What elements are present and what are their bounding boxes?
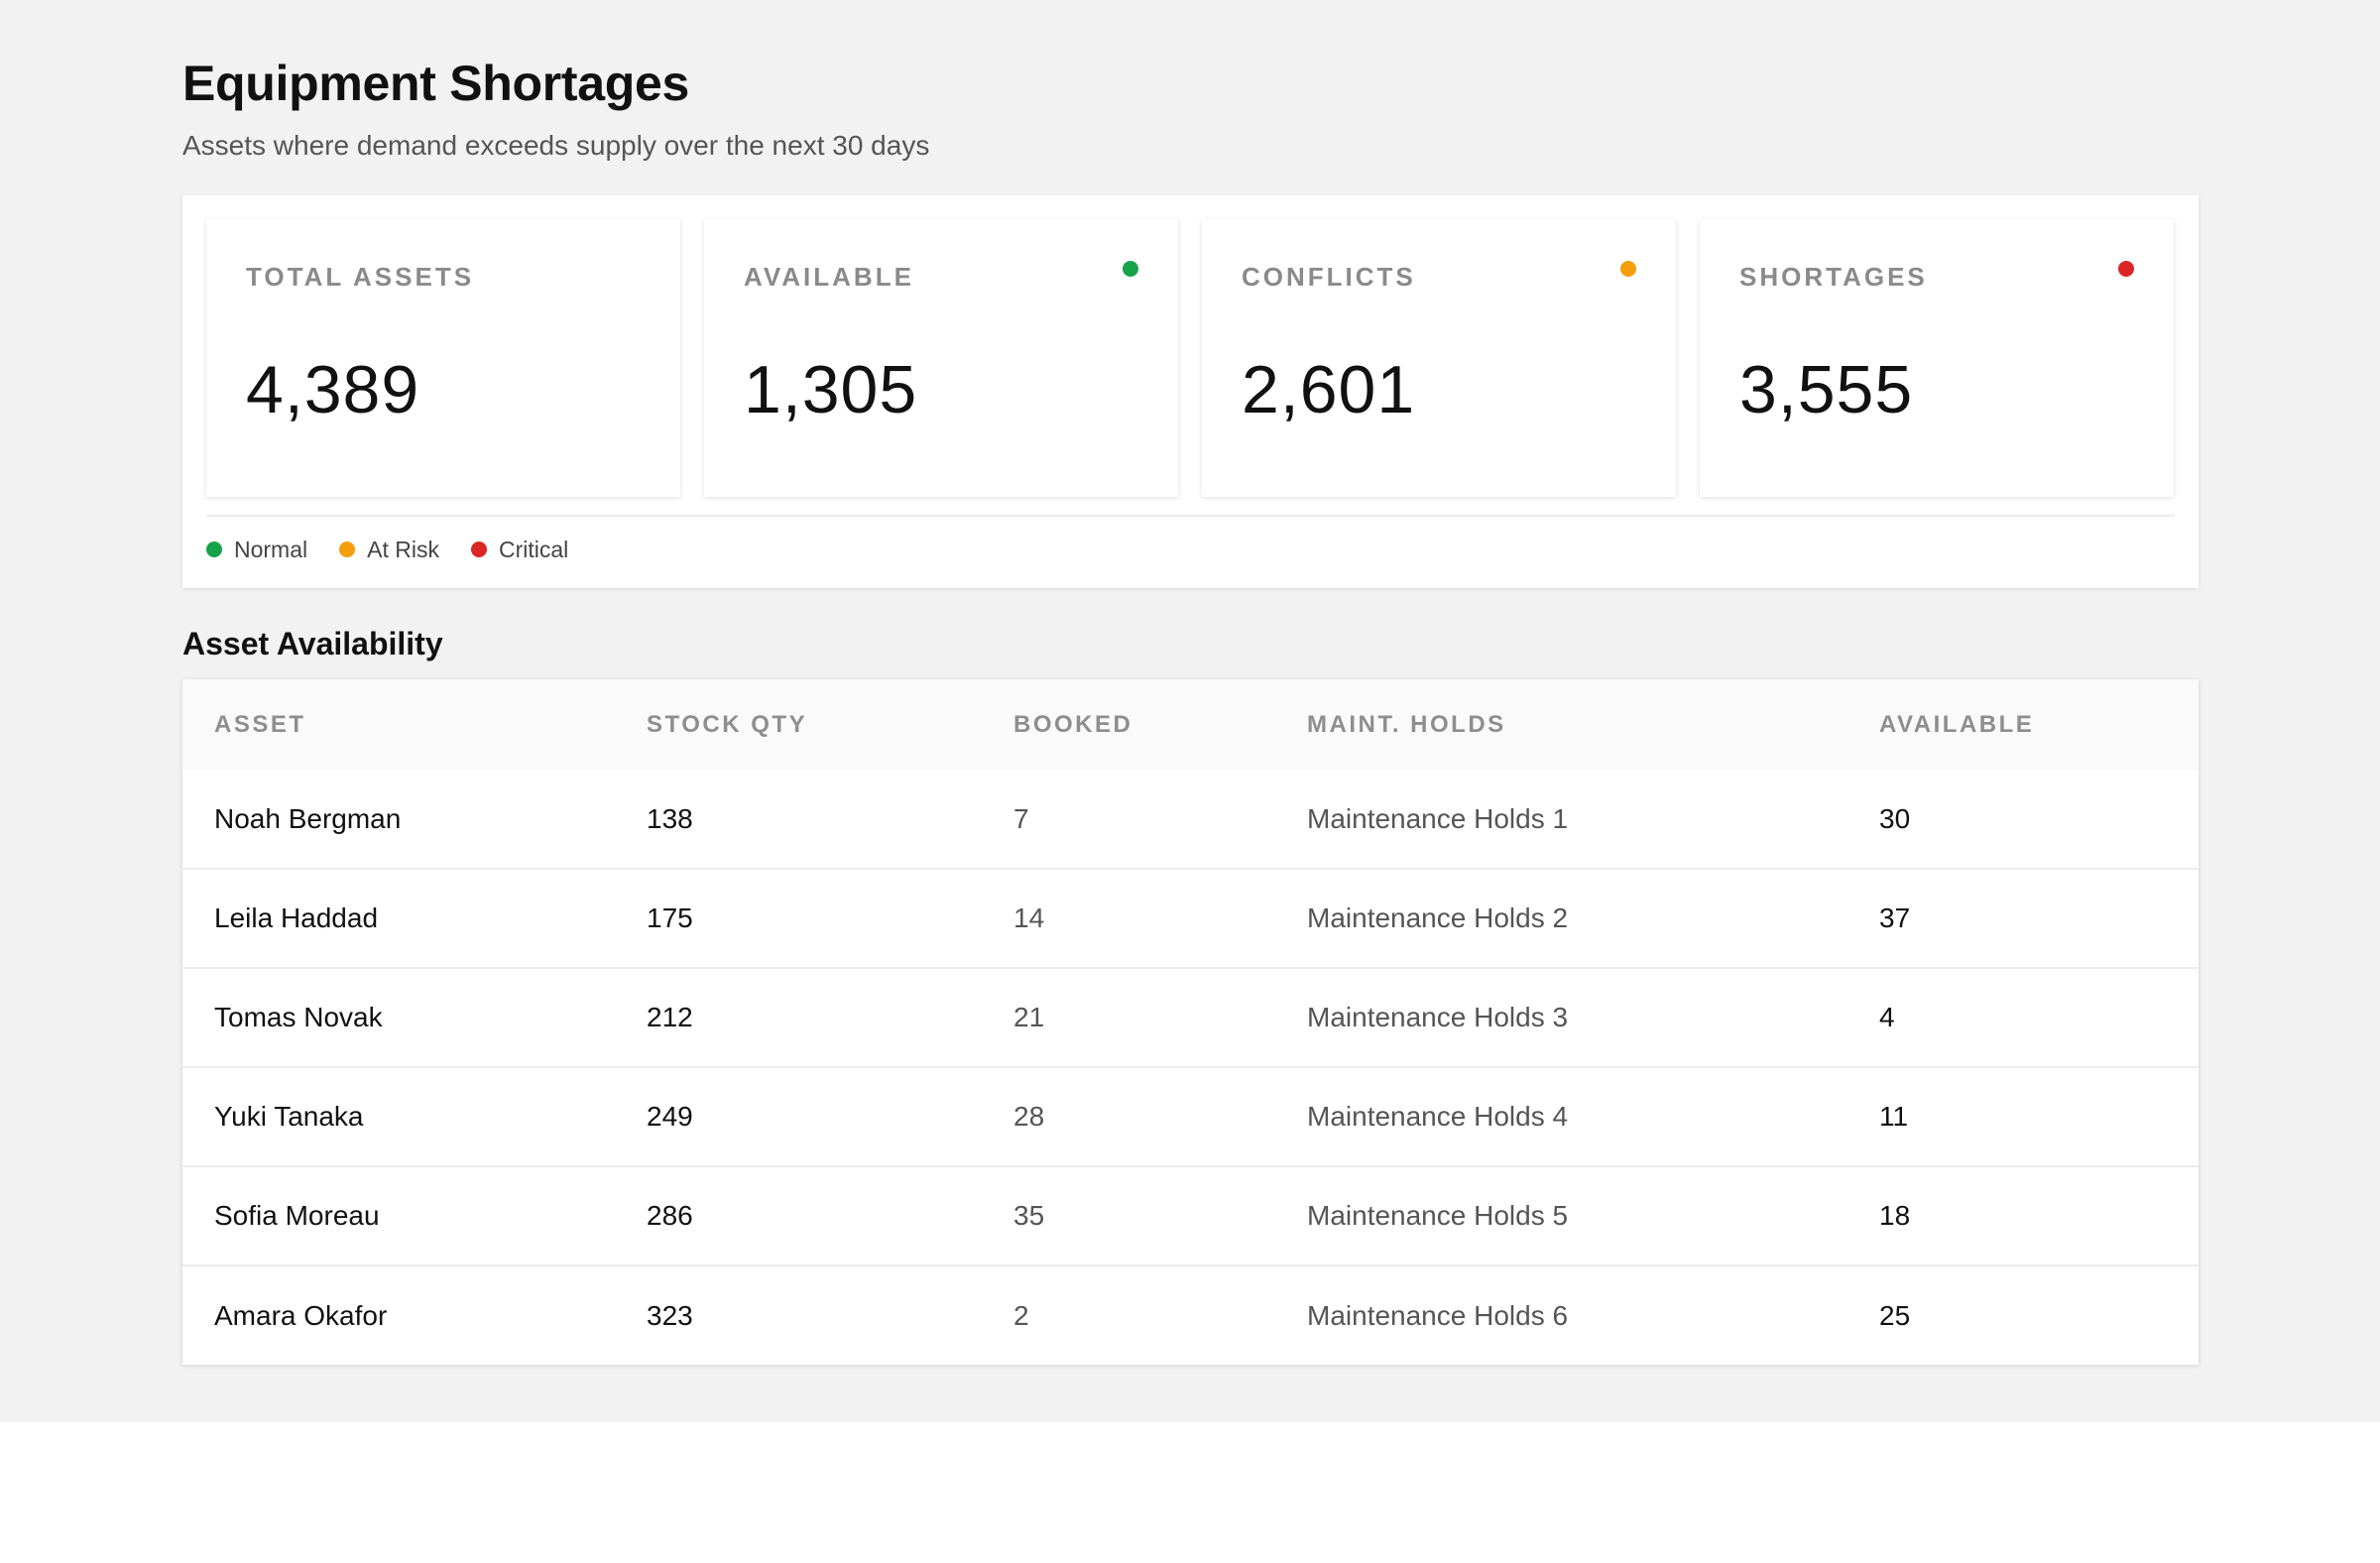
table-body: Noah Bergman 138 7 Maintenance Holds 1 30 Lei…: [182, 770, 2199, 1365]
asset-availability-table-card: ASSET STOCK QTY BOOKED MAINT. HOLDS AVAI…: [182, 679, 2199, 1365]
cell-booked: 21: [1013, 1002, 1045, 1032]
cell-available: 37: [1879, 902, 1911, 933]
kpi-label: SHORTAGES: [1739, 262, 1928, 292]
kpi-value: 2,601: [1242, 352, 1416, 427]
kpi-value: 3,555: [1739, 352, 1914, 427]
cell-booked: 2: [1013, 1299, 1029, 1331]
table-row[interactable]: Tomas Novak 212 21 Maintenance Holds 3 4: [182, 968, 2199, 1067]
cell-maint-holds: Maintenance Holds 5: [1307, 1200, 1569, 1231]
cell-maint-holds: Maintenance Holds 2: [1307, 902, 1569, 933]
status-dot-at-risk-icon: [1620, 261, 1636, 277]
cell-stock-qty: 323: [647, 1299, 693, 1331]
cell-available: 18: [1879, 1200, 1911, 1231]
cell-available: 11: [1879, 1101, 1909, 1132]
kpi-row: TOTAL ASSETS 4,389 AVAILABLE 1,305 CONFL…: [206, 219, 2175, 497]
table-row[interactable]: Leila Haddad 175 14 Maintenance Holds 2 37: [182, 869, 2199, 968]
cell-booked: 28: [1013, 1101, 1045, 1132]
legend-item-at-risk: At Risk: [339, 535, 439, 564]
legend-label: Critical: [498, 537, 569, 562]
legend-label: At Risk: [367, 537, 439, 562]
cell-maint-holds: Maintenance Holds 6: [1307, 1299, 1569, 1331]
kpi-card-available: AVAILABLE 1,305: [704, 219, 1178, 497]
table-row[interactable]: Noah Bergman 138 7 Maintenance Holds 1 30: [182, 770, 2199, 869]
cell-available: 30: [1879, 802, 1911, 834]
cell-asset: Noah Bergman: [214, 802, 402, 834]
cell-booked: 35: [1013, 1200, 1045, 1231]
status-dot-normal-icon: [1123, 261, 1138, 277]
column-header-booked[interactable]: BOOKED: [1013, 710, 1133, 738]
cell-maint-holds: Maintenance Holds 1: [1307, 802, 1569, 834]
column-header-maint-holds[interactable]: MAINT. HOLDS: [1307, 710, 1506, 738]
cell-available: 25: [1879, 1299, 1911, 1331]
kpi-card-total-assets: TOTAL ASSETS 4,389: [206, 219, 680, 497]
cell-asset: Leila Haddad: [214, 902, 379, 933]
cell-asset: Yuki Tanaka: [214, 1101, 364, 1132]
kpi-label: AVAILABLE: [744, 262, 914, 292]
cell-booked: 14: [1013, 902, 1045, 933]
section-title: Asset Availability: [182, 626, 443, 661]
cell-maint-holds: Maintenance Holds 3: [1307, 1002, 1569, 1032]
status-dot-critical-icon: [2118, 261, 2134, 277]
cell-stock-qty: 138: [647, 802, 693, 834]
table-header: ASSET STOCK QTY BOOKED MAINT. HOLDS AVAI…: [182, 679, 2199, 770]
cell-stock-qty: 175: [647, 902, 693, 933]
column-header-asset[interactable]: ASSET: [214, 710, 306, 738]
legend-dot-critical-icon: [470, 541, 487, 557]
kpi-card-conflicts: CONFLICTS 2,601: [1202, 219, 1676, 497]
table-row[interactable]: Yuki Tanaka 249 28 Maintenance Holds 4 11: [182, 1067, 2199, 1166]
table-header-row: ASSET STOCK QTY BOOKED MAINT. HOLDS AVAI…: [182, 679, 2199, 770]
cell-asset: Amara Okafor: [214, 1299, 388, 1331]
page-subtitle: Assets where demand exceeds supply over …: [182, 130, 930, 161]
asset-availability-table: ASSET STOCK QTY BOOKED MAINT. HOLDS AVAI…: [182, 679, 2199, 1365]
kpi-label: CONFLICTS: [1242, 262, 1416, 292]
cell-stock-qty: 249: [647, 1101, 693, 1132]
column-header-available[interactable]: AVAILABLE: [1879, 710, 2035, 738]
legend-dot-normal-icon: [206, 541, 222, 557]
legend-item-critical: Critical: [470, 535, 569, 564]
status-legend: Normal At Risk Critical: [206, 535, 2175, 564]
legend-label: Normal: [234, 537, 308, 562]
cell-booked: 7: [1013, 802, 1029, 834]
kpi-value: 1,305: [744, 352, 918, 427]
kpi-value: 4,389: [246, 352, 420, 427]
kpi-panel: TOTAL ASSETS 4,389 AVAILABLE 1,305 CONFL…: [182, 195, 2199, 588]
cell-stock-qty: 286: [647, 1200, 693, 1231]
cell-asset: Sofia Moreau: [214, 1200, 380, 1231]
page-title: Equipment Shortages: [182, 56, 690, 111]
cell-maint-holds: Maintenance Holds 4: [1307, 1101, 1569, 1132]
kpi-label: TOTAL ASSETS: [246, 262, 475, 292]
table-row[interactable]: Sofia Moreau 286 35 Maintenance Holds 5 18: [182, 1166, 2199, 1265]
cell-stock-qty: 212: [647, 1002, 693, 1032]
table-row[interactable]: Amara Okafor 323 2 Maintenance Holds 6 25: [182, 1265, 2199, 1365]
legend-divider: [206, 515, 2175, 517]
legend-dot-at-risk-icon: [339, 541, 356, 557]
legend-item-normal: Normal: [206, 535, 307, 564]
page: Equipment Shortages Assets where demand …: [0, 0, 2380, 1422]
column-header-stock-qty[interactable]: STOCK QTY: [647, 710, 808, 738]
cell-asset: Tomas Novak: [214, 1002, 383, 1032]
kpi-card-shortages: SHORTAGES 3,555: [1700, 219, 2174, 497]
cell-available: 4: [1879, 1002, 1895, 1032]
